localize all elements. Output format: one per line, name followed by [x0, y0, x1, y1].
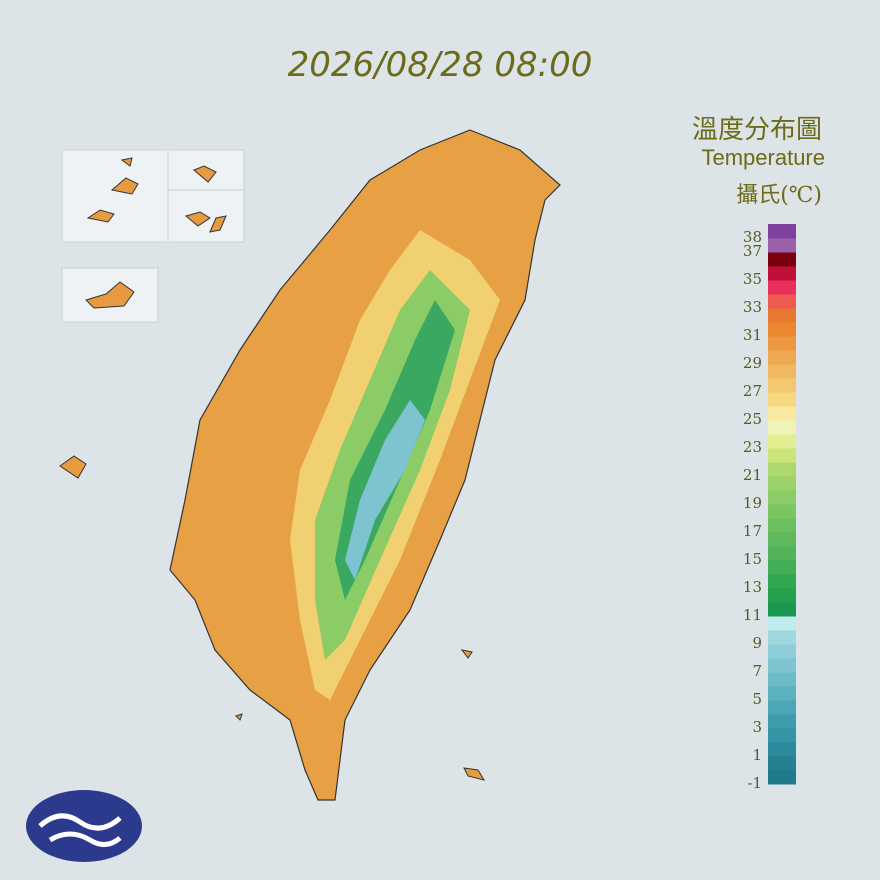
color-band [768, 350, 796, 365]
color-band [768, 728, 796, 743]
color-band [768, 756, 796, 771]
legend-tick-label: -1 [747, 774, 762, 792]
color-band [768, 490, 796, 505]
legend-tick-label: 5 [752, 690, 762, 708]
color-band [768, 308, 796, 323]
color-band [768, 336, 796, 351]
legend-tick-label: 29 [743, 354, 762, 372]
color-band [768, 546, 796, 561]
color-band [768, 392, 796, 407]
legend-title: 溫度分布圖 [692, 115, 822, 145]
color-band [768, 420, 796, 435]
legend-tick-label: 9 [752, 634, 762, 652]
color-band [768, 686, 796, 701]
color-band [768, 462, 796, 477]
legend-tick-label: 37 [743, 242, 762, 260]
color-band [768, 630, 796, 645]
color-band [768, 476, 796, 491]
color-band [768, 378, 796, 393]
color-band [768, 280, 796, 295]
color-band [768, 448, 796, 463]
legend-tick-label: 7 [752, 662, 762, 680]
timestamp: 2026/08/28 08:00 [288, 45, 593, 85]
color-band [768, 714, 796, 729]
legend-tick-label: 11 [743, 606, 762, 624]
color-band [768, 294, 796, 309]
color-band [768, 560, 796, 575]
color-band [768, 532, 796, 547]
color-band [768, 504, 796, 519]
legend-tick-label: 19 [743, 494, 762, 512]
taiwan [59, 129, 561, 801]
color-band [768, 518, 796, 533]
color-band [768, 700, 796, 715]
legend-unit: 攝氏(℃) [736, 183, 822, 208]
color-band [768, 574, 796, 589]
color-band [768, 322, 796, 337]
legend-tick-label: 35 [743, 270, 762, 288]
color-band [768, 364, 796, 379]
legend-tick-label: 38 [743, 228, 762, 246]
color-band [768, 224, 796, 239]
color-band [768, 644, 796, 659]
legend-tick-label: 1 [752, 746, 762, 764]
color-band [768, 672, 796, 687]
legend-tick-label: 27 [743, 382, 762, 400]
color-band [768, 616, 796, 631]
color-band [768, 742, 796, 757]
color-band [768, 658, 796, 673]
color-band [768, 266, 796, 281]
legend-tick-label: 31 [743, 326, 762, 344]
logo [26, 790, 142, 862]
insets [61, 149, 245, 323]
color-band [768, 588, 796, 603]
legend-tick-label: 17 [743, 522, 762, 540]
color-band [768, 770, 796, 785]
color-band [768, 252, 796, 267]
color-band [768, 602, 796, 617]
color-band [768, 434, 796, 449]
color-band [768, 406, 796, 421]
legend-tick-label: 3 [752, 718, 762, 736]
legend-tick-label: 33 [743, 298, 762, 316]
color-band [768, 238, 796, 253]
legend-tick-label: 15 [743, 550, 762, 568]
legend-tick-label: 25 [743, 410, 762, 428]
legend-tick-label: 13 [743, 578, 762, 596]
legend-tick-label: 21 [743, 466, 762, 484]
legend-tick-label: 23 [743, 438, 762, 456]
legend-subtitle: Temperature [701, 145, 825, 170]
